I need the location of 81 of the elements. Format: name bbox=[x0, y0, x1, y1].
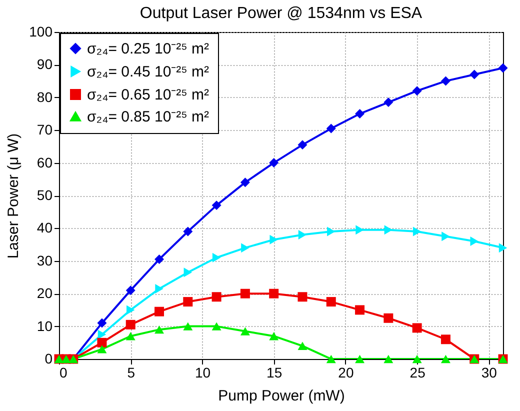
point bbox=[355, 354, 365, 364]
y-tick-label: 50 bbox=[36, 187, 53, 203]
x-tick-label: 15 bbox=[266, 364, 282, 380]
point bbox=[298, 230, 307, 240]
point bbox=[470, 70, 480, 80]
y-tick-label: 70 bbox=[36, 122, 53, 138]
point bbox=[154, 254, 164, 264]
point bbox=[440, 334, 450, 344]
x-tick-label: 5 bbox=[127, 364, 136, 380]
point bbox=[240, 178, 250, 188]
point bbox=[440, 76, 450, 86]
point bbox=[355, 109, 365, 118]
x-tick-label: 20 bbox=[338, 364, 354, 380]
point bbox=[384, 225, 393, 235]
point bbox=[298, 342, 308, 350]
point bbox=[412, 226, 422, 236]
point bbox=[326, 297, 336, 307]
point bbox=[155, 284, 164, 294]
point bbox=[384, 313, 394, 323]
point bbox=[241, 243, 250, 253]
point bbox=[412, 86, 422, 96]
y-tick-label: 0 bbox=[44, 350, 53, 366]
point bbox=[240, 327, 250, 336]
point bbox=[212, 322, 222, 330]
point bbox=[212, 252, 221, 262]
point bbox=[269, 332, 279, 340]
point bbox=[97, 345, 107, 354]
legend-label: σ₂₄= 0.85 10⁻²⁵ m² bbox=[87, 108, 210, 126]
point bbox=[126, 332, 136, 340]
point bbox=[298, 292, 308, 302]
chart-title: Output Laser Power @ 1534nm vs ESA bbox=[140, 5, 422, 22]
point bbox=[97, 338, 107, 348]
point bbox=[126, 320, 136, 330]
point bbox=[240, 288, 250, 298]
point bbox=[384, 98, 394, 108]
y-tick-label: 90 bbox=[36, 56, 53, 72]
point bbox=[355, 305, 365, 315]
point bbox=[384, 354, 394, 364]
legend-label: σ₂₄= 0.45 10⁻²⁵ m² bbox=[87, 64, 210, 80]
point bbox=[327, 226, 336, 236]
point bbox=[183, 226, 193, 236]
point bbox=[326, 354, 336, 364]
point bbox=[412, 323, 422, 333]
legend-label: σ₂₄= 0.65 10⁻²⁵ m² bbox=[87, 86, 210, 104]
point bbox=[212, 200, 222, 210]
x-tick-label: 10 bbox=[194, 364, 211, 380]
y-tick-label: 20 bbox=[36, 285, 53, 302]
point bbox=[498, 243, 508, 253]
point bbox=[97, 318, 107, 328]
y-tick-label: 100 bbox=[29, 24, 53, 40]
point bbox=[184, 268, 192, 278]
x-tick-label: 0 bbox=[60, 364, 68, 380]
legend-label: σ₂₄= 0.25 10⁻²⁵ m² bbox=[87, 40, 210, 58]
point bbox=[183, 297, 193, 307]
point bbox=[98, 330, 106, 340]
point bbox=[126, 286, 136, 296]
point bbox=[183, 322, 193, 330]
point bbox=[269, 158, 279, 168]
y-tick-label: 60 bbox=[36, 154, 53, 170]
x-tick-label: 30 bbox=[481, 364, 498, 380]
point bbox=[269, 288, 279, 298]
point bbox=[498, 63, 508, 73]
point bbox=[412, 354, 422, 364]
point bbox=[326, 124, 336, 134]
point bbox=[126, 305, 135, 315]
point bbox=[470, 236, 478, 246]
y-tick-label: 10 bbox=[36, 318, 53, 334]
point bbox=[270, 234, 278, 244]
x-tick-label: 25 bbox=[410, 364, 426, 380]
y-axis-title: Laser Power (μ W) bbox=[5, 133, 22, 259]
point bbox=[356, 225, 364, 235]
point bbox=[440, 354, 450, 364]
point bbox=[442, 232, 450, 242]
y-tick-label: 30 bbox=[36, 252, 53, 268]
point bbox=[154, 306, 164, 316]
point bbox=[298, 140, 308, 150]
point bbox=[212, 292, 222, 302]
y-tick-label: 40 bbox=[36, 220, 53, 236]
x-axis-title: Pump Power (mW) bbox=[218, 388, 345, 404]
point bbox=[154, 325, 164, 334]
y-tick-label: 80 bbox=[36, 88, 53, 105]
